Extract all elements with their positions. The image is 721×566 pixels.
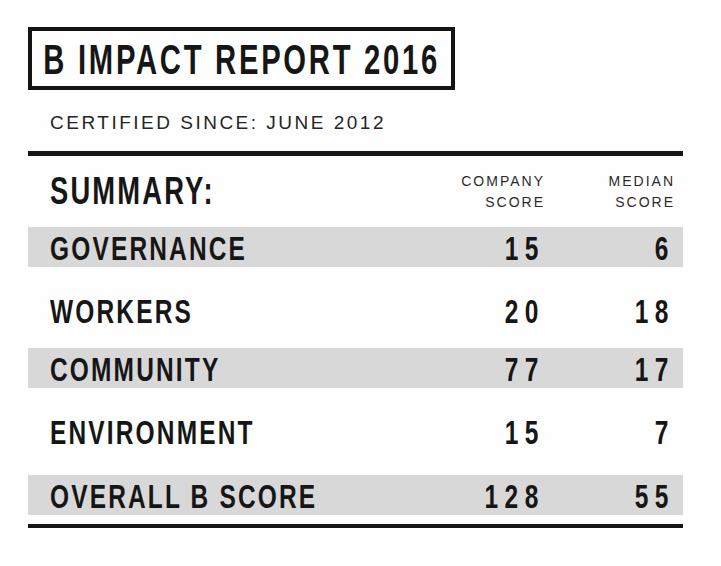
report-title: B IMPACT REPORT 2016 [43,36,440,81]
column-header-company-score: COMPANY SCORE [430,171,545,212]
column-header-line: COMPANY [430,171,545,191]
summary-heading-wrap: SUMMARY: [50,170,430,213]
table-row-overall-b-score: OVERALL B SCORE 128 55 [28,475,683,515]
certified-since-text: CERTIFIED SINCE: JUNE 2012 [50,112,386,134]
row-label: GOVERNANCE [50,229,247,265]
row-label: COMMUNITY [50,350,220,386]
company-score-value: 15 [505,413,545,449]
b-impact-report-page: B IMPACT REPORT 2016 CERTIFIED SINCE: JU… [0,0,721,566]
median-score-value: 18 [635,292,675,328]
report-title-box: B IMPACT REPORT 2016 [28,27,455,90]
median-score-value: 55 [635,477,675,513]
median-score-value: 17 [635,350,675,386]
table-bottom-rule [28,524,683,528]
column-header-median-score: MEDIAN SCORE [545,171,675,212]
summary-table: SUMMARY: COMPANY SCORE MEDIAN SCORE GOVE… [28,151,683,528]
table-header-row: SUMMARY: COMPANY SCORE MEDIAN SCORE [28,156,683,227]
table-row-environment: ENVIRONMENT 15 7 [28,411,683,451]
company-score-value: 77 [505,350,545,386]
table-row-governance: GOVERNANCE 15 6 [28,227,683,267]
company-score-value: 128 [485,477,545,513]
table-row-workers: WORKERS 20 18 [28,290,683,330]
row-label: ENVIRONMENT [50,413,255,449]
median-score-value: 7 [655,413,675,449]
company-score-value: 20 [505,292,545,328]
median-score-value: 6 [655,229,675,265]
table-row-community: COMMUNITY 77 17 [28,348,683,388]
column-header-line: MEDIAN [545,171,675,191]
company-score-value: 15 [505,229,545,265]
row-label: WORKERS [50,292,193,328]
summary-heading: SUMMARY: [50,170,215,213]
row-label: OVERALL B SCORE [50,477,317,513]
column-header-line: SCORE [430,192,545,212]
column-header-line: SCORE [545,192,675,212]
